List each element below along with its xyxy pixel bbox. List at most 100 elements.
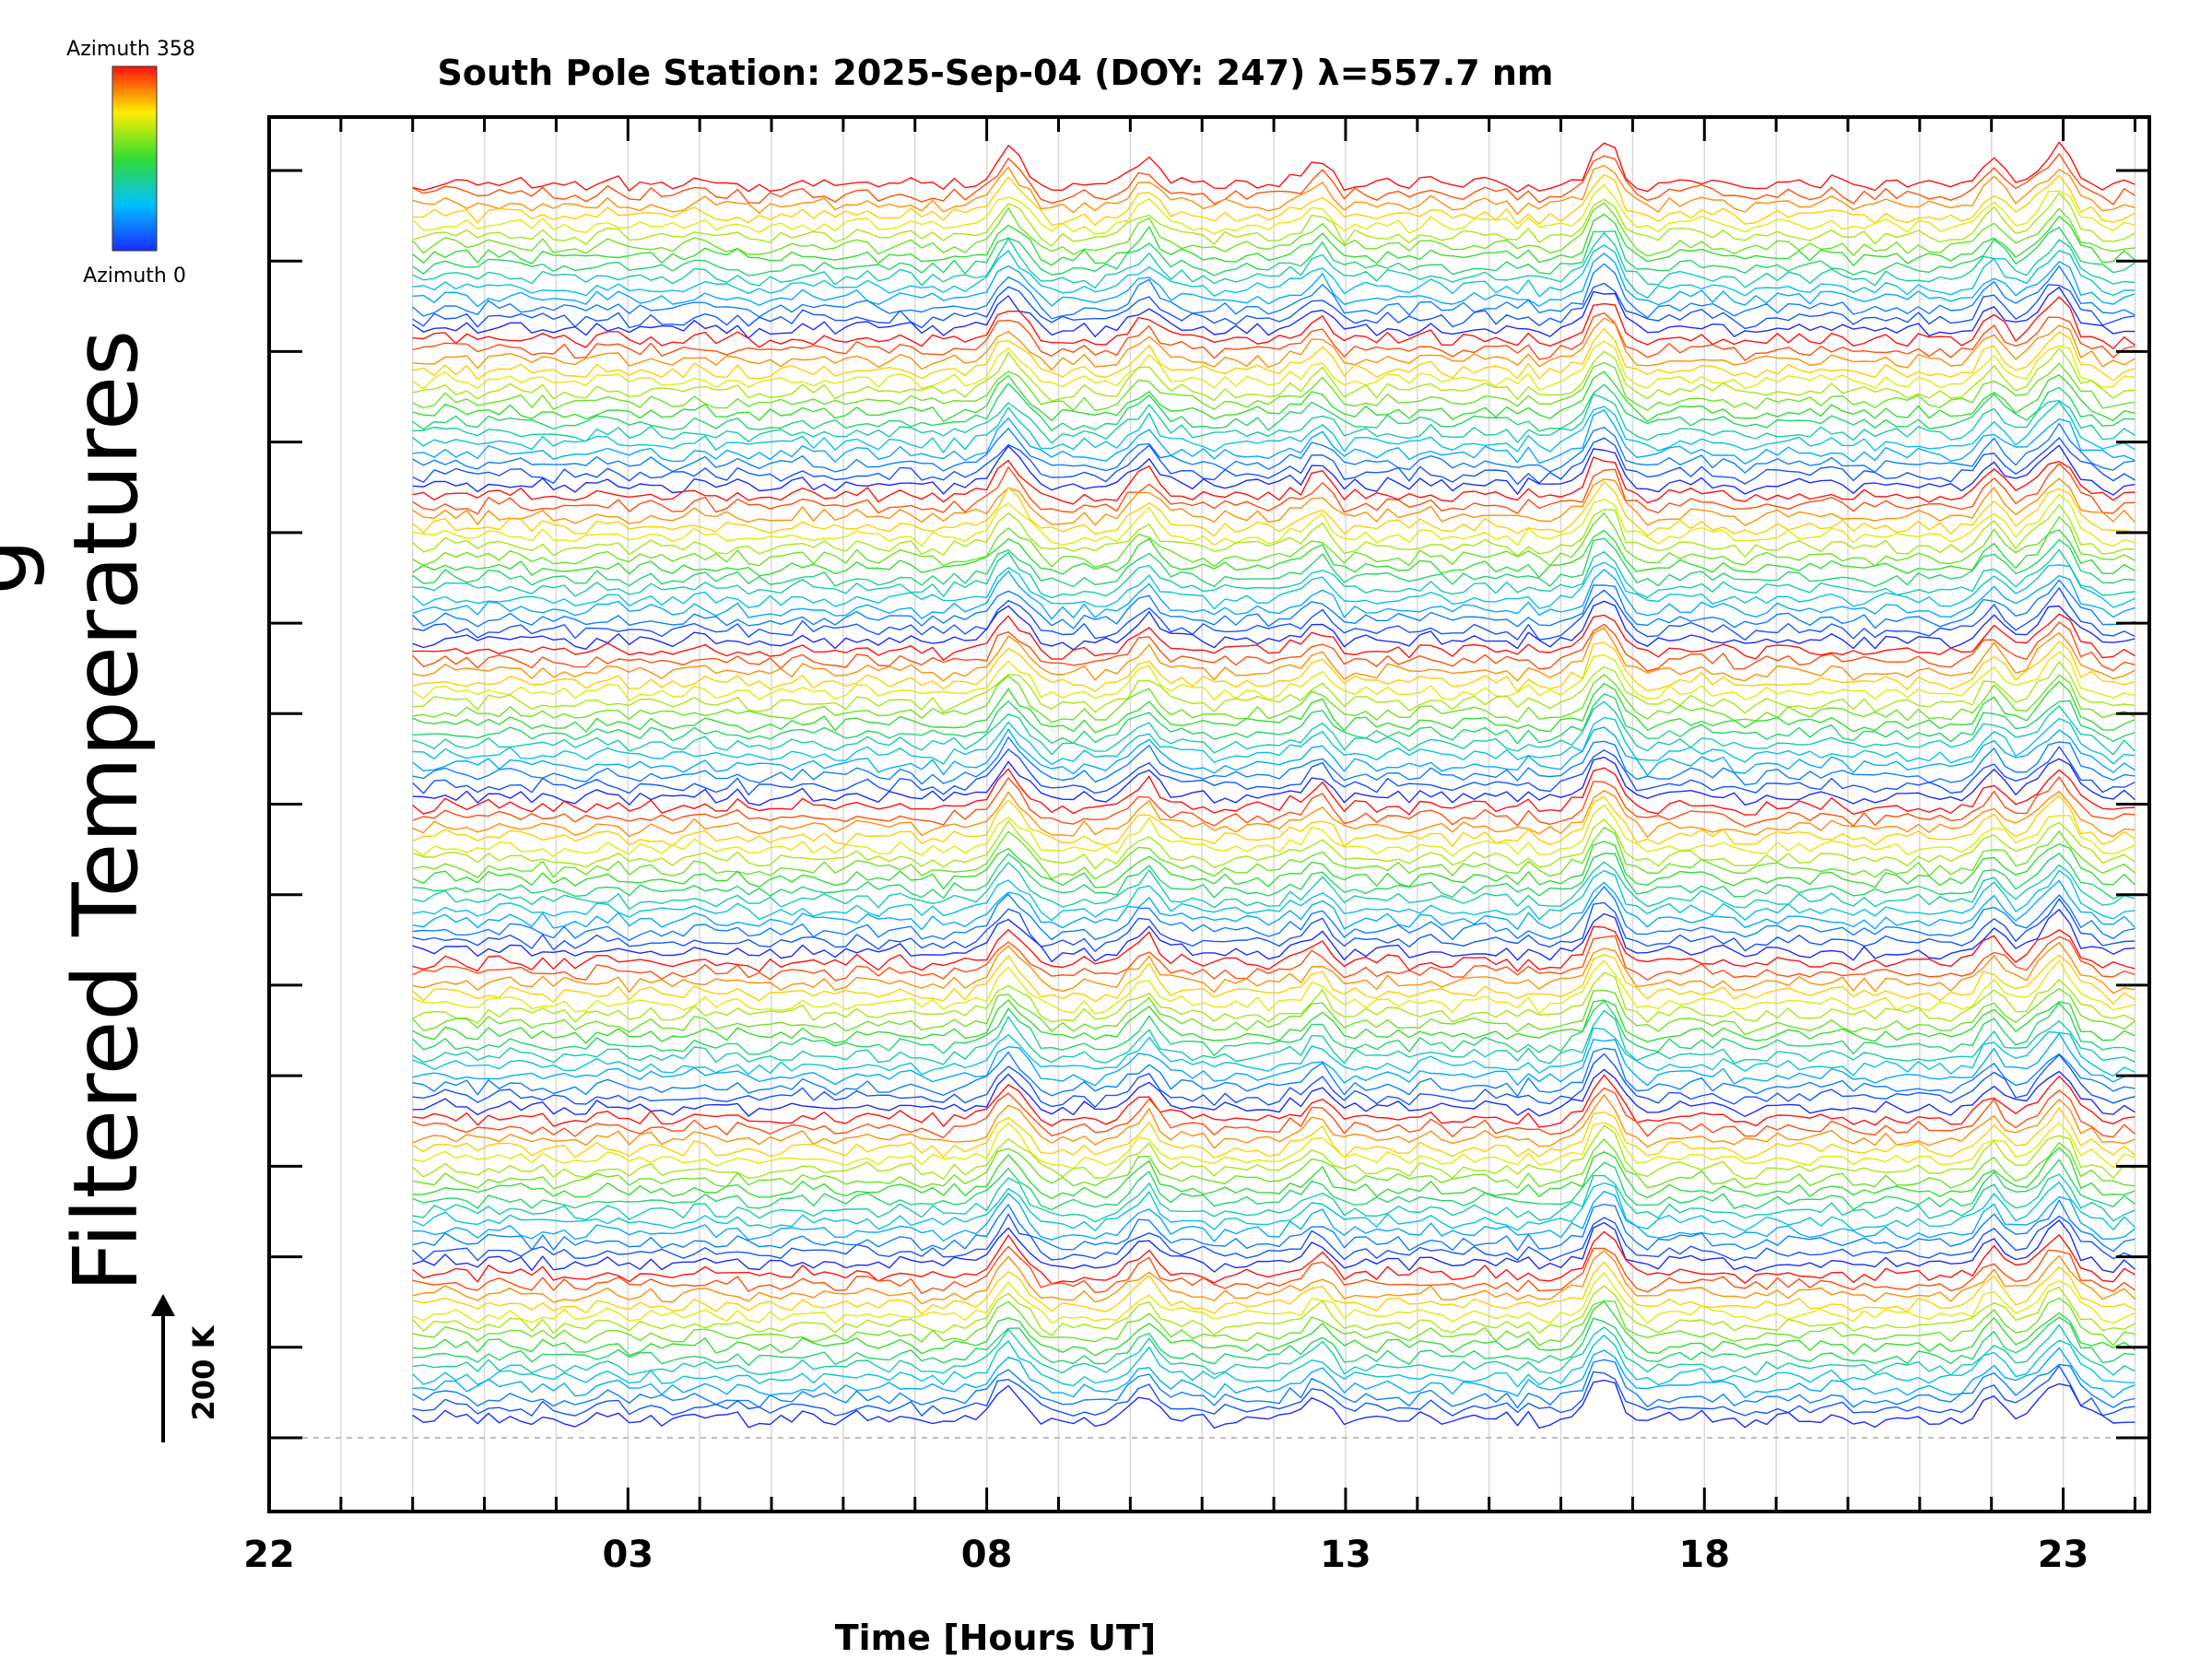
series-line	[412, 296, 2136, 349]
series-line	[412, 409, 2136, 465]
series-line	[412, 437, 2136, 486]
series-line	[412, 1297, 2136, 1347]
series-line	[412, 1285, 2136, 1336]
series-line	[412, 253, 2136, 308]
series-line	[412, 700, 2136, 756]
chart-title: South Pole Station: 2025-Sep-04 (DOY: 24…	[437, 53, 1553, 93]
series-line	[412, 317, 2136, 371]
colorbar-legend: Azimuth 358 Azimuth 0	[66, 38, 195, 288]
series-line	[412, 1147, 2136, 1199]
series-line	[412, 1182, 2136, 1232]
series-line	[412, 818, 2136, 870]
plot-frame	[267, 115, 2151, 1513]
data-series	[412, 141, 2136, 1430]
series-line	[412, 1261, 2136, 1315]
series-line	[412, 999, 2136, 1044]
series-line	[412, 925, 2136, 972]
series-line	[412, 767, 2136, 816]
colorbar-gradient	[112, 65, 158, 252]
series-line	[412, 232, 2136, 288]
series-line	[412, 227, 2136, 276]
series-line	[412, 1245, 2136, 1295]
x-tick-label: 08	[961, 1534, 1013, 1576]
series-line	[412, 1122, 2136, 1170]
series-line	[412, 561, 2136, 610]
colorbar-min-label: Azimuth 0	[83, 265, 186, 288]
series-line	[412, 1068, 2136, 1117]
series-line	[412, 959, 2136, 1015]
series-line	[412, 202, 2136, 257]
series-line	[412, 1027, 2136, 1077]
series-line	[412, 371, 2136, 422]
series-line	[412, 613, 2136, 661]
series-line	[412, 1124, 2136, 1181]
series-line	[412, 1219, 2136, 1274]
series-line	[412, 1173, 2136, 1223]
y-axis-label-partial: g	[0, 539, 47, 595]
series-line	[412, 537, 2136, 588]
series-line	[412, 548, 2136, 599]
series-line	[412, 569, 2136, 620]
series-line	[412, 579, 2136, 629]
series-line	[412, 674, 2136, 724]
series-line	[412, 776, 2136, 828]
series-line	[412, 1347, 2136, 1399]
series-line	[412, 287, 2136, 339]
series-line	[412, 1047, 2136, 1097]
series-line	[412, 347, 2136, 402]
series-line	[412, 1087, 2136, 1138]
y-axis-label: Filtered Temperatures	[54, 330, 158, 1292]
series-line	[412, 192, 2136, 247]
scale-bar-arrowhead	[151, 1294, 175, 1316]
series-line	[412, 641, 2136, 692]
series-line	[412, 477, 2136, 526]
series-line	[412, 790, 2136, 839]
series-line	[412, 971, 2136, 1024]
series-line	[412, 757, 2136, 806]
series-line	[412, 1032, 2136, 1087]
series-line	[412, 1107, 2136, 1160]
series-line	[412, 512, 2136, 569]
series-line	[412, 503, 2136, 558]
x-tick-labels: 22 03 08 13 18 23	[243, 1534, 2088, 1576]
series-line	[412, 886, 2136, 941]
series-line	[412, 1074, 2136, 1128]
series-line	[412, 794, 2136, 847]
series-line	[412, 1300, 2136, 1357]
x-tick-label: 23	[2038, 1534, 2089, 1576]
series-line	[412, 444, 2136, 496]
series-line	[412, 328, 2136, 382]
series-line	[412, 1138, 2136, 1190]
series-line	[412, 183, 2136, 235]
series-line	[412, 382, 2136, 432]
series-line	[412, 693, 2136, 745]
x-axis-label: Time [Hours UT]	[835, 1618, 1157, 1658]
series-line	[412, 1359, 2136, 1408]
series-line	[412, 153, 2136, 206]
series-line	[412, 853, 2136, 900]
series-line	[412, 935, 2136, 982]
series-line	[412, 173, 2136, 226]
series-line	[412, 1053, 2136, 1108]
series-line	[412, 726, 2136, 776]
series-line	[412, 600, 2136, 651]
series-line	[412, 529, 2136, 579]
series-line	[412, 1199, 2136, 1253]
series-line	[412, 480, 2136, 537]
series-line	[412, 493, 2136, 547]
series-line	[412, 1094, 2136, 1149]
series-line	[412, 1000, 2136, 1056]
x-tick-label: 18	[1678, 1534, 1730, 1576]
series-line	[412, 1324, 2136, 1376]
axis-ticks	[267, 117, 2149, 1512]
scale-bar: 200 K	[151, 1294, 221, 1442]
series-line	[412, 954, 2136, 1005]
x-tick-label: 03	[602, 1534, 653, 1576]
series-line	[412, 736, 2136, 786]
series-line	[412, 141, 2136, 193]
series-line	[412, 746, 2136, 795]
series-line	[412, 1009, 2136, 1065]
series-line	[412, 340, 2136, 392]
series-line	[412, 164, 2136, 216]
